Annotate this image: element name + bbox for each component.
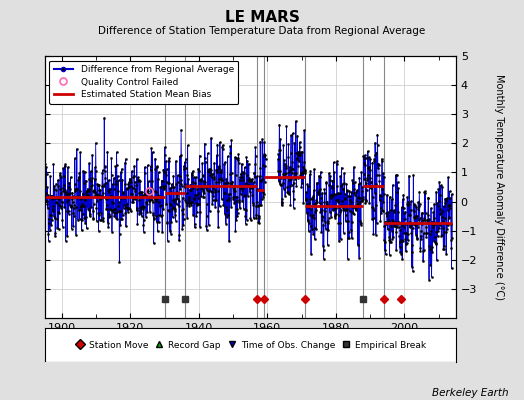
Text: LE MARS: LE MARS [225,10,299,25]
Legend: Station Move, Record Gap, Time of Obs. Change, Empirical Break: Station Move, Record Gap, Time of Obs. C… [73,339,428,351]
Y-axis label: Monthly Temperature Anomaly Difference (°C): Monthly Temperature Anomaly Difference (… [494,74,504,300]
Text: Difference of Station Temperature Data from Regional Average: Difference of Station Temperature Data f… [99,26,425,36]
Legend: Difference from Regional Average, Quality Control Failed, Estimated Station Mean: Difference from Regional Average, Qualit… [49,60,238,104]
Text: Berkeley Earth: Berkeley Earth [432,388,508,398]
